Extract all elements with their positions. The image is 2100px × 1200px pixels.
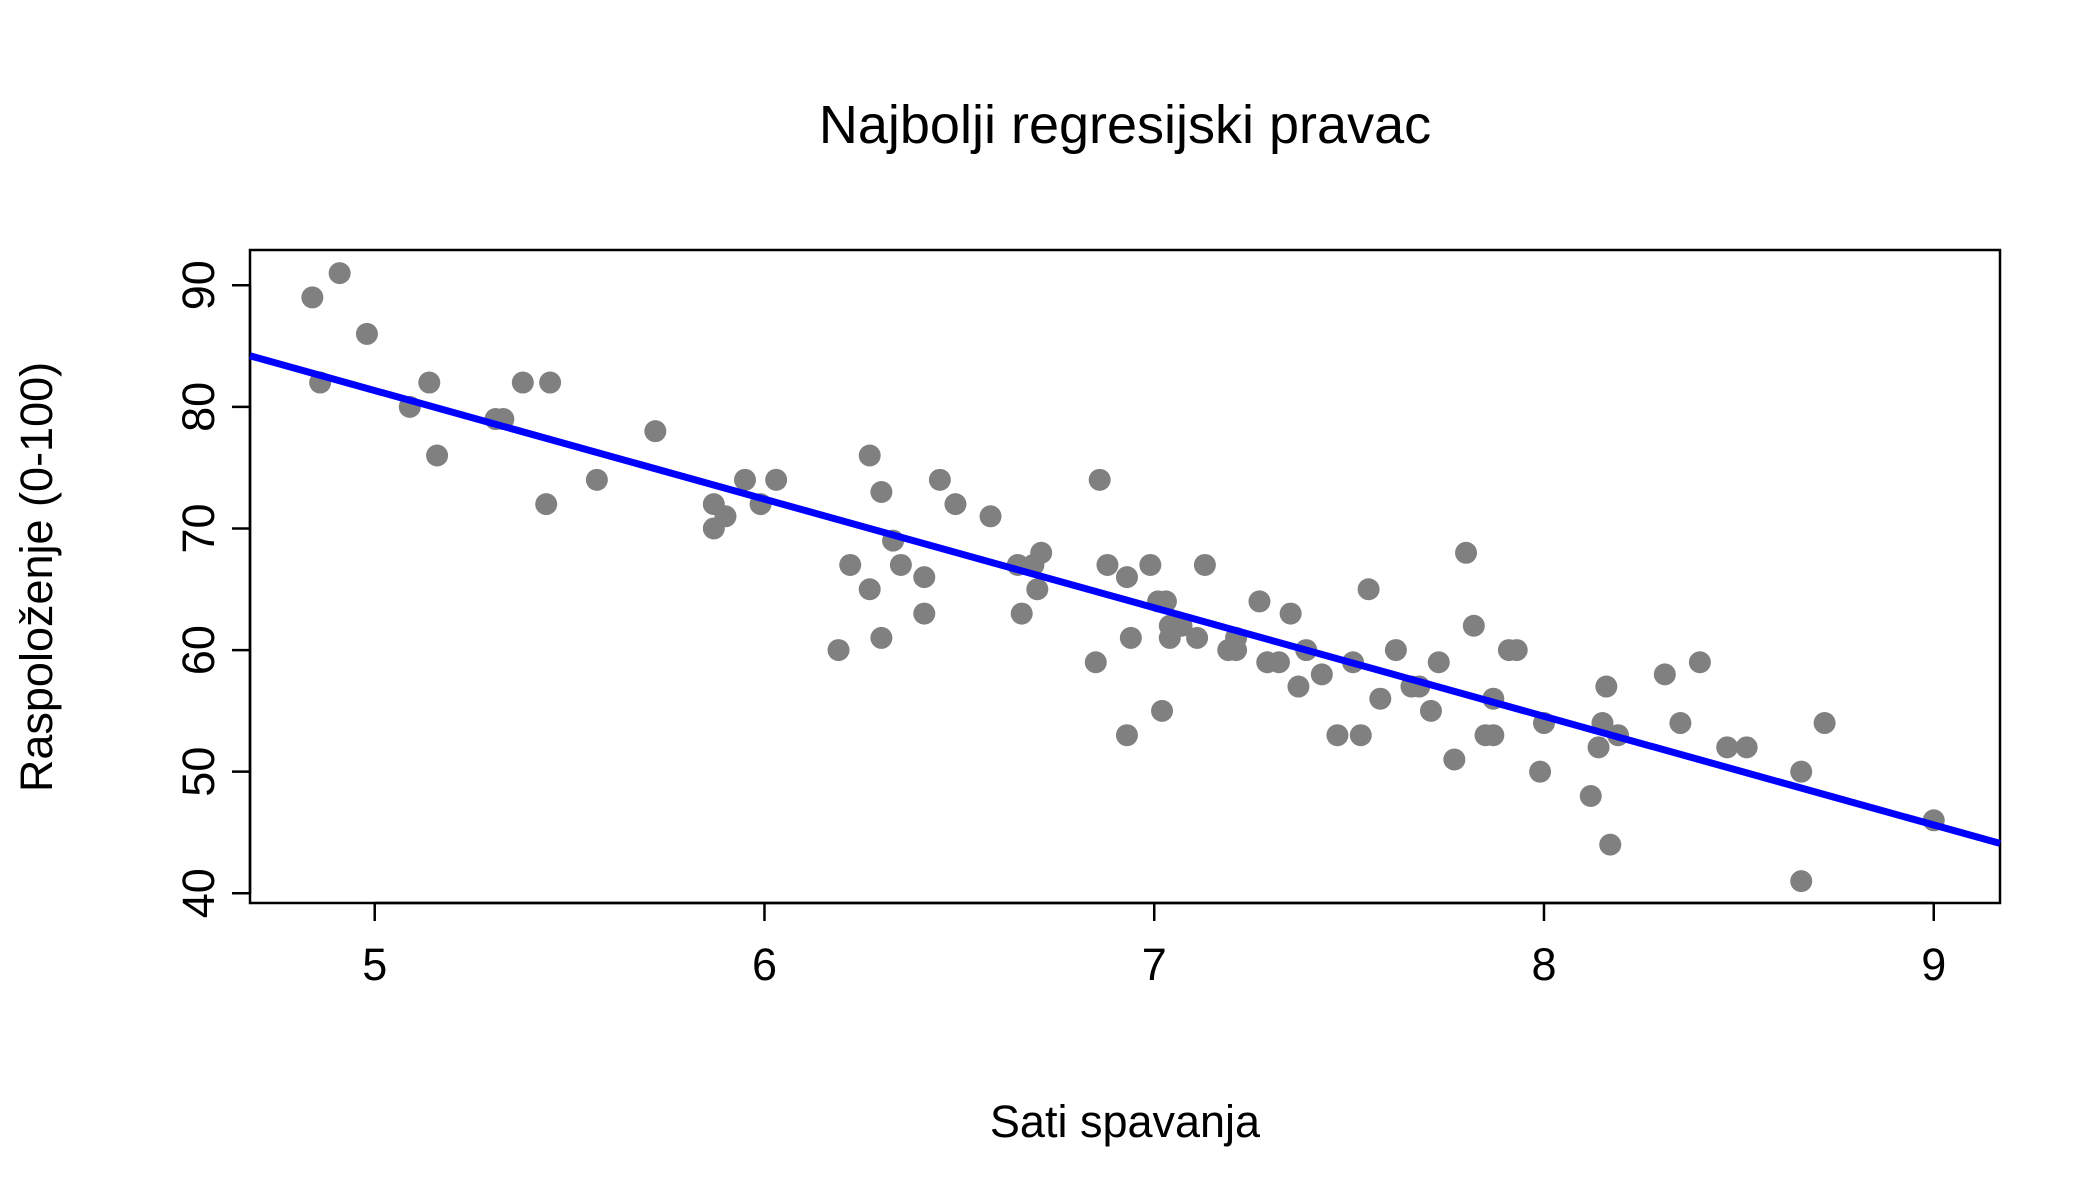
regression-line-layer — [249, 352, 2001, 847]
data-point — [1384, 639, 1407, 662]
y-tick-label: 90 — [173, 260, 224, 310]
data-point — [1248, 590, 1271, 613]
data-point — [426, 444, 449, 467]
data-point — [1716, 736, 1739, 759]
data-point — [1813, 712, 1836, 735]
data-point — [1790, 760, 1813, 783]
data-point — [1193, 553, 1216, 576]
data-point — [1084, 651, 1107, 674]
data-point — [870, 480, 893, 503]
data-point — [535, 493, 558, 516]
data-points — [301, 262, 1945, 893]
regression-line — [249, 352, 2001, 847]
y-axis-label: Raspoloženje (0-100) — [11, 362, 62, 792]
data-point — [827, 639, 850, 662]
data-point — [1115, 724, 1138, 747]
data-point — [585, 468, 608, 491]
y-tick-label: 50 — [173, 747, 224, 797]
data-point — [1587, 736, 1610, 759]
data-point — [944, 493, 967, 516]
data-point — [1349, 724, 1372, 747]
y-tick-label: 40 — [173, 868, 224, 918]
data-point — [1287, 675, 1310, 698]
data-point — [1669, 712, 1692, 735]
data-point — [1267, 651, 1290, 674]
data-point — [913, 602, 936, 625]
data-point — [1579, 784, 1602, 807]
data-point — [889, 553, 912, 576]
data-point — [765, 468, 788, 491]
data-point — [1115, 566, 1138, 589]
data-point — [1455, 541, 1478, 564]
data-point — [870, 626, 893, 649]
data-point — [1369, 687, 1392, 710]
data-point — [1688, 651, 1711, 674]
y-tick-label: 80 — [173, 382, 224, 432]
x-axis: 5 6 7 8 9 — [362, 901, 1946, 990]
data-point — [979, 505, 1002, 528]
data-point — [1735, 736, 1758, 759]
data-point — [1186, 626, 1209, 649]
y-tick-label: 60 — [173, 625, 224, 675]
data-point — [1357, 578, 1380, 601]
data-point — [1790, 870, 1813, 893]
data-point — [1151, 699, 1174, 722]
data-point — [1529, 760, 1552, 783]
data-point — [1096, 553, 1119, 576]
data-point — [1599, 833, 1622, 856]
data-point — [913, 566, 936, 589]
y-axis: 40 50 60 70 80 90 — [173, 260, 252, 918]
data-point — [328, 262, 351, 285]
x-axis-label: Sati spavanja — [990, 1096, 1261, 1147]
data-point — [355, 322, 378, 345]
data-point — [1139, 553, 1162, 576]
data-point — [928, 468, 951, 491]
data-point — [1443, 748, 1466, 771]
x-tick-label: 6 — [752, 939, 777, 990]
data-point — [1419, 699, 1442, 722]
data-point — [1653, 663, 1676, 686]
data-point — [644, 420, 667, 443]
data-point — [1010, 602, 1033, 625]
data-point — [301, 286, 324, 309]
data-point — [714, 505, 737, 528]
data-point — [1030, 541, 1053, 564]
data-point — [839, 553, 862, 576]
data-point — [858, 444, 881, 467]
x-tick-label: 9 — [1921, 939, 1946, 990]
x-tick-label: 8 — [1531, 939, 1556, 990]
data-point — [1505, 639, 1528, 662]
data-point — [539, 371, 562, 394]
data-point — [418, 371, 441, 394]
data-point — [1462, 614, 1485, 637]
data-point — [1427, 651, 1450, 674]
data-point — [511, 371, 534, 394]
data-point — [1310, 663, 1333, 686]
data-point — [1482, 724, 1505, 747]
data-point — [1119, 626, 1142, 649]
data-point — [1088, 468, 1111, 491]
y-tick-label: 70 — [173, 503, 224, 553]
data-point — [1595, 675, 1618, 698]
x-tick-label: 5 — [362, 939, 387, 990]
data-point — [733, 468, 756, 491]
chart-title: Najbolji regresijski pravac — [819, 95, 1431, 155]
data-point — [858, 578, 881, 601]
data-point — [1326, 724, 1349, 747]
data-point — [1026, 578, 1049, 601]
data-point — [1279, 602, 1302, 625]
x-tick-label: 7 — [1142, 939, 1167, 990]
